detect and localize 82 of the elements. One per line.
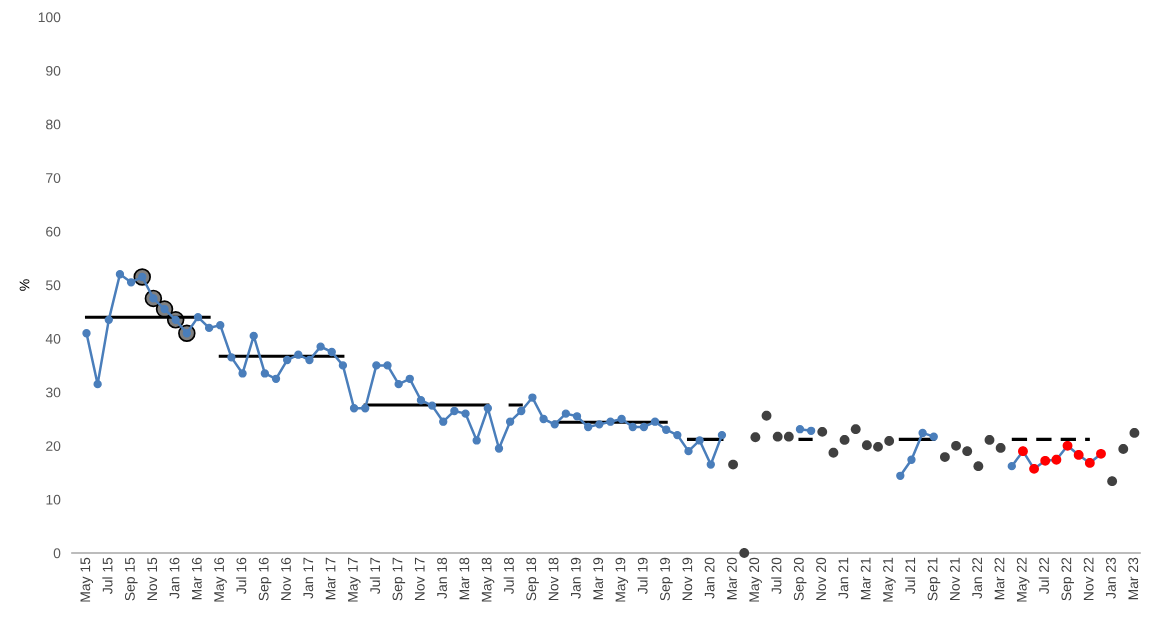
x-tick-label: May 18 bbox=[481, 557, 495, 602]
point bbox=[861, 440, 872, 451]
x-tick-label: Jul 15 bbox=[102, 557, 113, 595]
x-tick-label: Jan 21 bbox=[838, 557, 849, 599]
point bbox=[1129, 428, 1140, 438]
point bbox=[839, 434, 850, 445]
x-tick-label: Jan 18 bbox=[437, 557, 447, 599]
y-axis-title: % bbox=[19, 279, 30, 291]
point bbox=[728, 459, 738, 470]
x-tick-label: Sep 20 bbox=[793, 557, 807, 601]
x-tick-label: Nov 16 bbox=[281, 557, 291, 601]
x-tick-label: Jan 19 bbox=[570, 557, 581, 599]
x-tick-label: Mar 16 bbox=[191, 557, 202, 600]
point bbox=[739, 548, 750, 558]
x-tick-label: Jul 19 bbox=[637, 557, 648, 595]
x-tick-label: Nov 15 bbox=[147, 557, 158, 601]
x-tick-label: May 16 bbox=[214, 557, 227, 602]
point bbox=[783, 431, 794, 442]
point bbox=[750, 432, 761, 443]
point bbox=[772, 431, 783, 442]
x-tick-label: Jan 22 bbox=[972, 557, 983, 599]
point bbox=[817, 426, 828, 437]
x-tick-label: Sep 18 bbox=[526, 557, 539, 601]
x-tick-label: May 20 bbox=[749, 557, 762, 602]
y-tick-label: 80 bbox=[46, 119, 61, 130]
x-tick-label: Nov 21 bbox=[949, 557, 960, 601]
x-tick-label: Nov 22 bbox=[1083, 557, 1094, 601]
y-tick-label: 20 bbox=[46, 441, 61, 451]
x-tick-label: Sep 22 bbox=[1061, 557, 1075, 601]
x-tick-label: Mar 18 bbox=[459, 557, 470, 600]
x-tick-label: Sep 17 bbox=[392, 557, 406, 601]
y-tick-label: 10 bbox=[46, 494, 61, 505]
x-tick-label: Nov 20 bbox=[816, 557, 826, 601]
x-tick-label: Jul 22 bbox=[1038, 557, 1049, 595]
x-tick-label: Sep 21 bbox=[927, 557, 941, 601]
point bbox=[973, 461, 984, 472]
x-tick-label: Jul 21 bbox=[904, 557, 916, 595]
x-tick-label: Jul 17 bbox=[369, 557, 381, 595]
y-tick-label: 70 bbox=[46, 173, 61, 183]
x-tick-label: Mar 17 bbox=[325, 557, 336, 600]
y-tick-label: 60 bbox=[46, 226, 61, 237]
x-tick-label: Jul 18 bbox=[503, 557, 514, 595]
x-tick-label: Jul 20 bbox=[771, 557, 782, 595]
x-tick-label: Mar 21 bbox=[860, 557, 871, 600]
x-tick-label: Mar 20 bbox=[726, 557, 737, 600]
point bbox=[1118, 444, 1129, 454]
point bbox=[850, 424, 861, 435]
y-tick-label: 0 bbox=[53, 548, 61, 559]
y-tick-label: 50 bbox=[46, 280, 61, 291]
point bbox=[984, 434, 995, 445]
x-tick-label: Jan 16 bbox=[169, 557, 180, 599]
point bbox=[995, 443, 1006, 453]
x-tick-label: Sep 19 bbox=[660, 557, 673, 601]
y-tick-label: 90 bbox=[46, 65, 61, 76]
y-tick-label: 40 bbox=[45, 333, 61, 344]
x-tick-label: Nov 18 bbox=[548, 557, 559, 601]
x-tick-label: May 19 bbox=[615, 557, 629, 602]
x-tick-label: Mar 19 bbox=[593, 557, 604, 600]
y-tick-label: 100 bbox=[38, 12, 61, 23]
y-tick-label: 30 bbox=[45, 387, 61, 398]
point bbox=[873, 441, 883, 452]
x-tick-label: May 21 bbox=[883, 557, 896, 602]
x-tick-label: Jan 23 bbox=[1106, 557, 1116, 599]
point bbox=[761, 410, 772, 421]
x-tick-label: May 17 bbox=[348, 557, 361, 602]
x-tick-label: Mar 23 bbox=[1128, 557, 1139, 600]
x-tick-label: Sep 16 bbox=[258, 557, 272, 601]
x-tick-label: Mar 22 bbox=[994, 557, 1005, 600]
x-tick-label: Jul 16 bbox=[236, 557, 247, 595]
x-tick-label: May 15 bbox=[80, 557, 93, 602]
point bbox=[951, 440, 961, 451]
x-tick-label: May 22 bbox=[1016, 557, 1030, 602]
x-tick-label: Nov 19 bbox=[682, 557, 693, 601]
x-tick-label: Jan 17 bbox=[303, 557, 314, 599]
point bbox=[1107, 476, 1118, 487]
point bbox=[884, 436, 895, 446]
point bbox=[828, 447, 839, 458]
point bbox=[962, 446, 973, 457]
point bbox=[940, 452, 950, 462]
x-tick-label: Sep 15 bbox=[124, 557, 138, 601]
x-tick-label: Nov 17 bbox=[414, 557, 425, 601]
x-tick-label: Jan 20 bbox=[704, 557, 715, 599]
